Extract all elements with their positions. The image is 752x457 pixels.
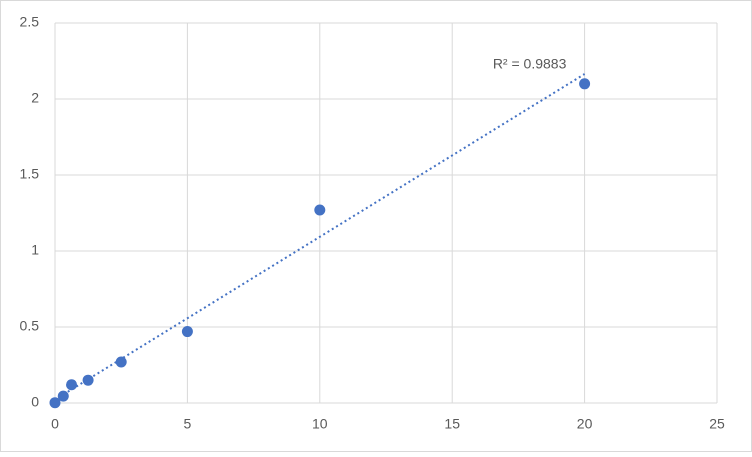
y-tick-label: 1.5	[20, 166, 40, 182]
point	[82, 374, 94, 386]
y-tick-label: 1	[31, 242, 39, 258]
y-tick-label: 2.5	[20, 14, 40, 30]
point	[66, 379, 78, 391]
x-tick-label: 10	[312, 416, 328, 432]
x-tick-label: 25	[709, 416, 725, 432]
y-tick-label: 0.5	[20, 318, 40, 334]
x-tick-label: 20	[577, 416, 593, 432]
x-tick-label: 0	[51, 416, 59, 432]
x-tick-label: 15	[444, 416, 460, 432]
point	[115, 356, 127, 368]
point	[314, 204, 326, 216]
point	[181, 326, 193, 338]
x-tick-label: 5	[184, 416, 192, 432]
y-tick-label: 2	[31, 90, 39, 106]
point	[49, 397, 61, 409]
point	[57, 390, 69, 402]
point	[579, 78, 591, 90]
trendline	[54, 73, 586, 401]
y-tick-label: 0	[31, 394, 39, 410]
annotation: R² = 0.9883	[493, 56, 567, 72]
